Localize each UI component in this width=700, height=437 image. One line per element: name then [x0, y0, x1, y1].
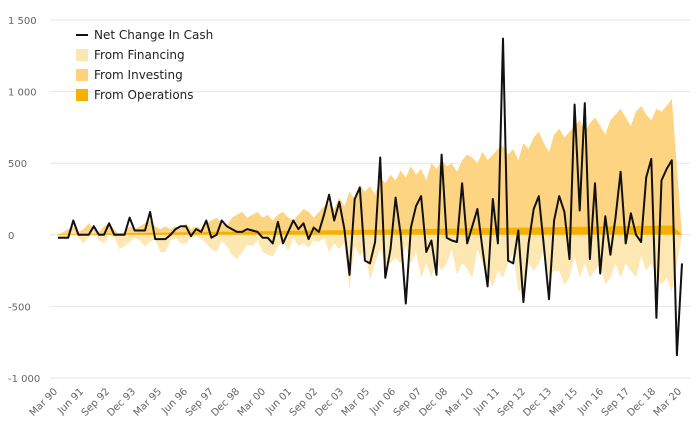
x-tick-label: Mar 95 — [132, 386, 164, 418]
area-from-operations — [58, 225, 682, 235]
x-tick-label: Dec 93 — [105, 386, 138, 419]
x-tick-label: Dec 13 — [521, 386, 554, 419]
legend-label: From Operations — [94, 88, 194, 102]
x-tick-label: Dec 03 — [313, 386, 346, 419]
x-tick-label: Dec 18 — [625, 386, 658, 419]
x-tick-label: Mar 10 — [444, 386, 476, 418]
y-tick-label: 500 — [8, 159, 27, 170]
x-tick-label: Dec 08 — [417, 386, 450, 419]
y-tick-label: 1 500 — [8, 16, 37, 27]
legend-label: From Financing — [94, 48, 185, 62]
y-tick-label: 1 000 — [8, 88, 37, 99]
legend-swatch — [76, 89, 88, 101]
legend-label: Net Change In Cash — [94, 28, 213, 42]
y-tick-label: 0 — [8, 231, 14, 242]
line-net-change-in-cash — [58, 37, 683, 357]
legend-swatch — [76, 69, 88, 81]
x-tick-label: Dec 98 — [209, 386, 242, 419]
legend-label: From Investing — [94, 68, 183, 82]
y-tick-label: -1 000 — [8, 374, 40, 385]
x-tick-label: Mar 15 — [548, 386, 580, 418]
y-axis: 1 500 1 000 500 0 -500 -1 000 — [8, 16, 40, 385]
x-tick-label: Mar 20 — [652, 386, 684, 418]
x-tick-label: Mar 00 — [236, 386, 268, 418]
y-tick-label: -500 — [8, 302, 31, 313]
x-tick-label: Mar 05 — [340, 386, 372, 418]
area-from-investing — [58, 98, 682, 235]
x-tick-label: Mar 90 — [28, 386, 60, 418]
legend: Net Change In Cash From Financing From Inv… — [76, 28, 213, 102]
legend-swatch — [76, 49, 88, 61]
line-series-group — [58, 37, 683, 357]
